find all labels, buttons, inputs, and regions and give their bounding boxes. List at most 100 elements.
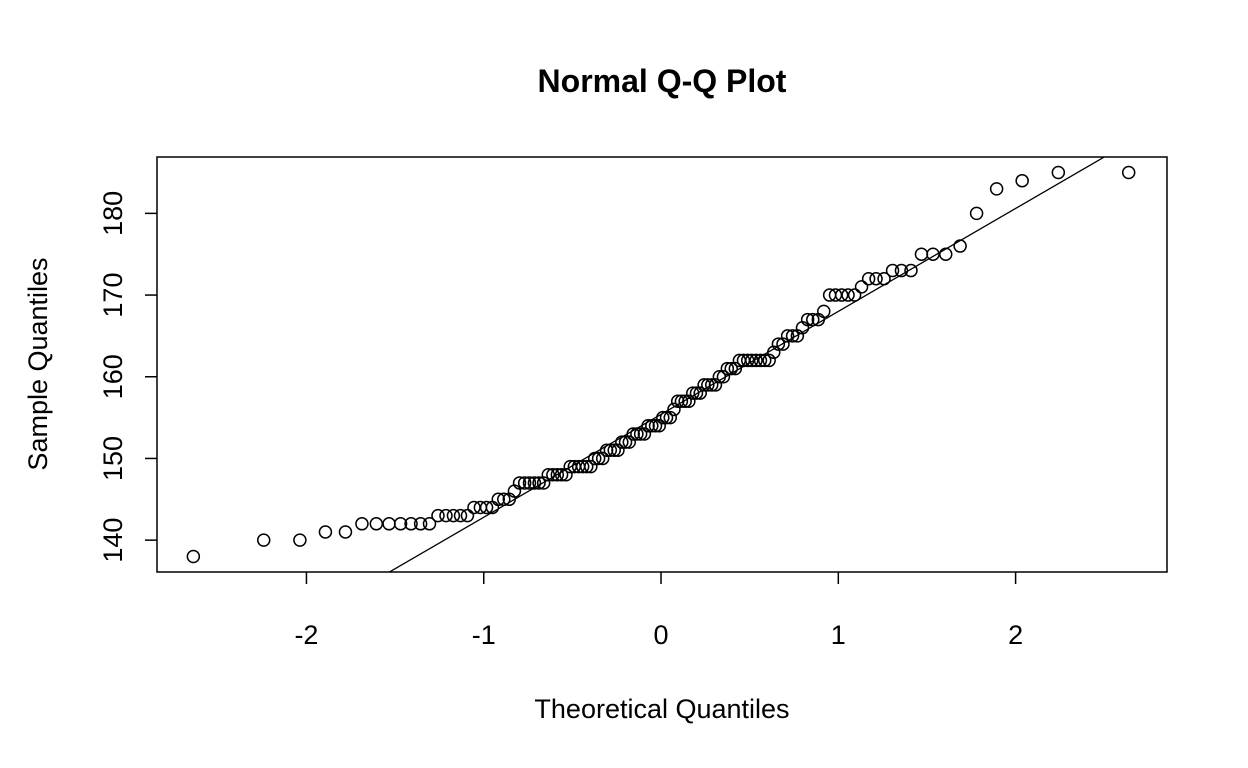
point [517,476,532,490]
point [817,304,831,319]
point [460,508,475,523]
point [369,517,384,531]
point [446,508,461,523]
point [550,468,565,482]
point [587,451,602,466]
point [491,492,506,507]
point [532,476,546,490]
point [776,337,790,351]
point [656,410,670,425]
point [678,394,692,409]
point [659,410,674,425]
x-tick-label: 0 [654,620,669,650]
point [938,247,953,261]
point [393,517,408,531]
point [630,427,644,441]
point [1015,173,1029,188]
point [431,508,445,523]
point [885,263,900,278]
point [847,288,862,302]
point [603,443,618,458]
point [293,533,307,547]
point [439,508,453,523]
point [663,410,677,425]
x-tick-label: -2 [294,620,318,650]
point [753,353,768,368]
point [894,263,909,278]
point [877,271,891,286]
point [355,517,369,531]
point [256,533,271,547]
point [1121,165,1136,180]
point [479,500,494,515]
y-tick-label: 170 [98,273,128,318]
point [626,427,640,441]
point [615,435,629,449]
point [693,386,707,400]
point [584,459,598,474]
point [701,378,715,392]
y-tick-label: 150 [98,436,128,481]
x-axis-label: Theoretical Quantiles [534,694,789,724]
point [712,370,727,384]
point [704,378,719,392]
point [854,280,869,294]
point [382,517,396,531]
point [724,361,738,376]
point [708,378,723,392]
point [541,468,556,482]
point [404,517,418,531]
point [914,247,929,261]
point [749,353,763,368]
point [904,263,918,278]
point [579,459,594,474]
point [413,517,428,531]
point [926,247,940,261]
point [618,435,633,449]
point [682,394,696,409]
point [554,468,569,482]
point [716,370,731,384]
point [806,312,820,327]
point [536,476,551,490]
point [645,419,659,433]
point [422,517,437,531]
point [611,443,625,458]
point [652,419,667,433]
point [512,476,527,490]
x-tick-label: 1 [831,620,846,650]
point [674,394,689,409]
point [841,288,855,302]
point [497,492,511,507]
point [1051,165,1066,180]
point [771,337,786,351]
point [670,394,685,409]
point [989,182,1004,196]
y-tick-label: 180 [98,191,128,236]
point [607,443,621,458]
point [785,329,800,343]
point [745,353,759,368]
point [186,549,201,564]
point [648,419,663,433]
point [720,361,735,376]
point [527,476,542,490]
point [453,508,468,523]
point [780,329,795,343]
point [622,435,637,449]
point [740,353,755,368]
point [767,345,781,359]
point [861,271,876,286]
point [869,271,883,286]
point [667,402,681,417]
point [762,353,776,368]
point [728,361,743,376]
x-tick-label: -1 [472,620,496,650]
point [546,468,560,482]
point [637,427,652,441]
y-axis-label: Sample Quantiles [23,257,53,470]
point [641,419,655,433]
point [595,451,610,466]
point [800,312,815,327]
